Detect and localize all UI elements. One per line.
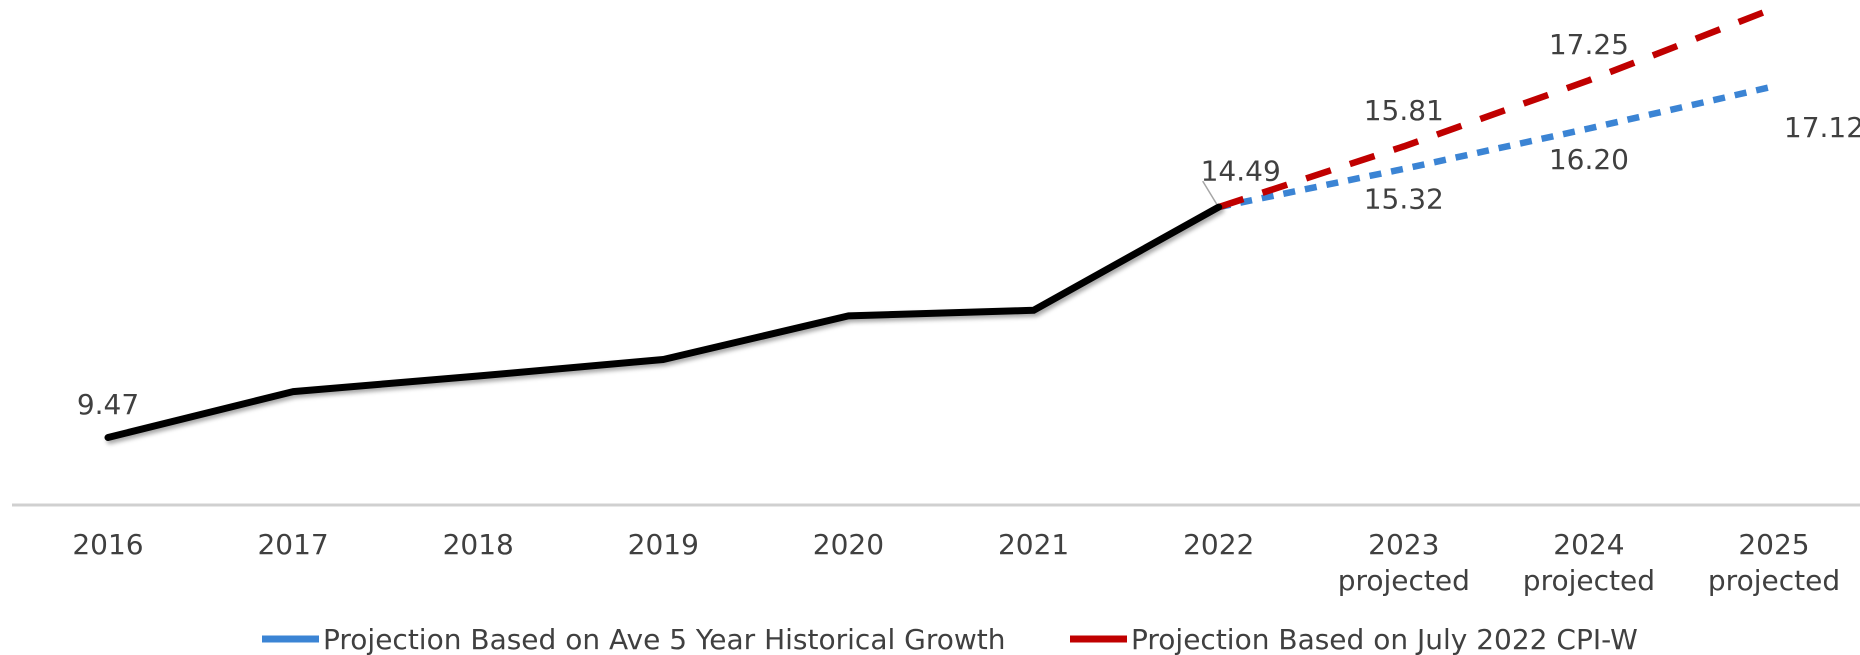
x-tick-label-6: 2022 (1183, 528, 1254, 561)
x-tick-label-9: 2025 projected (1708, 528, 1840, 597)
data-label-hist_growth-8: 16.20 (1549, 143, 1629, 176)
legend-label-hist_growth: Projection Based on Ave 5 Year Historica… (323, 623, 1006, 655)
legend: Projection Based on Ave 5 Year Historica… (262, 623, 1638, 655)
series-layer (104, 5, 1776, 441)
x-tick-label-0: 2016 (72, 528, 143, 561)
x-tick-label-3: 2019 (628, 528, 699, 561)
data-label-historical-6: 14.49 (1201, 155, 1281, 188)
x-tick-label-2: 2018 (443, 528, 514, 561)
x-tick-label-4: 2020 (813, 528, 884, 561)
data-label-leader-historical-6 (1202, 180, 1218, 205)
x-tick-label-5: 2021 (998, 528, 1069, 561)
data-label-historical-0: 9.47 (77, 388, 139, 421)
legend-label-cpi_w: Projection Based on July 2022 CPI-W (1131, 623, 1638, 655)
data-label-hist_growth-7: 15.32 (1364, 182, 1444, 215)
data-label-hist_growth-9: 17.12 (1784, 111, 1860, 144)
x-tick-label-1: 2017 (257, 528, 328, 561)
series-line-cpi_w (1217, 5, 1776, 211)
data-label-cpi_w-7: 15.81 (1364, 94, 1444, 127)
series-line-hist_growth (1218, 83, 1775, 211)
data-label-cpi_w-8: 17.25 (1549, 28, 1629, 61)
series-line-historical (104, 203, 1223, 441)
x-tick-label-8: 2024 projected (1523, 528, 1655, 597)
x-tick-label-7: 2023 projected (1338, 528, 1470, 597)
x-axis-tick-labels: 2016 2017 2018 2019 2020 2021 2022 2023 projecte… (72, 528, 1840, 597)
